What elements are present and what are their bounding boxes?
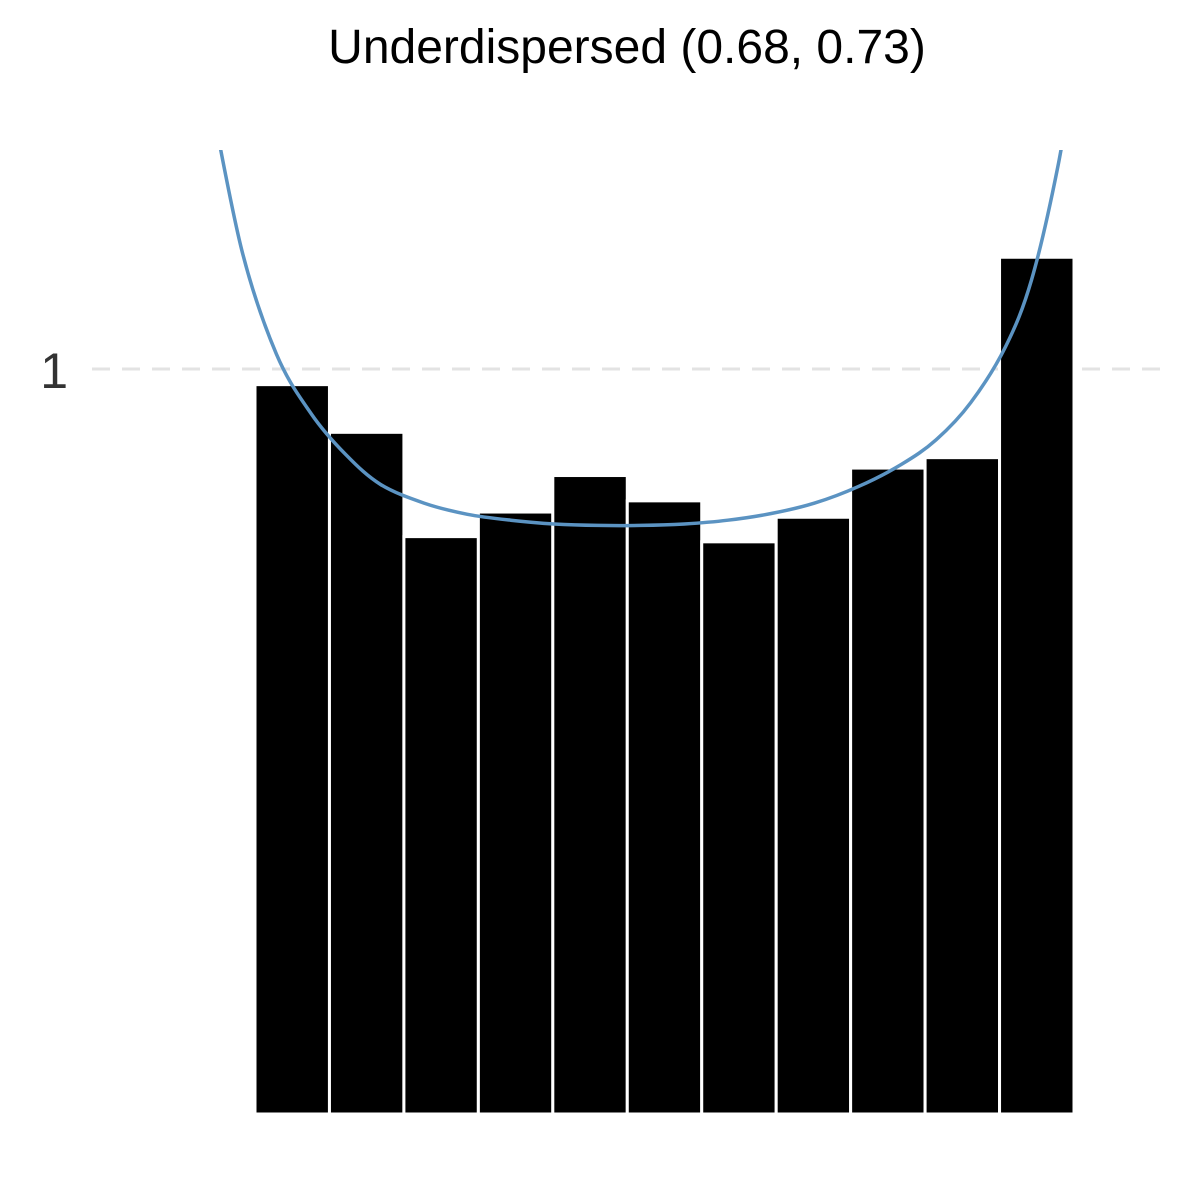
y-tick-label-0: 1 — [40, 343, 68, 399]
bar-7 — [700, 540, 778, 1116]
bar-8 — [774, 515, 853, 1116]
y-axis-ticks: 1 — [40, 343, 68, 399]
bar-6 — [625, 499, 704, 1116]
density-curve — [218, 150, 1063, 528]
bars-layer — [253, 255, 1076, 1116]
chart-title: Underdispersed (0.68, 0.73) — [328, 21, 926, 74]
bar-4 — [476, 510, 555, 1116]
curve-layer — [218, 150, 1063, 528]
bar-10 — [923, 456, 1002, 1116]
bar-1 — [253, 383, 331, 1116]
bar-3 — [402, 535, 480, 1116]
bar-5 — [551, 474, 629, 1116]
bar-9 — [849, 466, 927, 1116]
bar-11 — [998, 255, 1076, 1116]
bar-2 — [327, 430, 406, 1116]
